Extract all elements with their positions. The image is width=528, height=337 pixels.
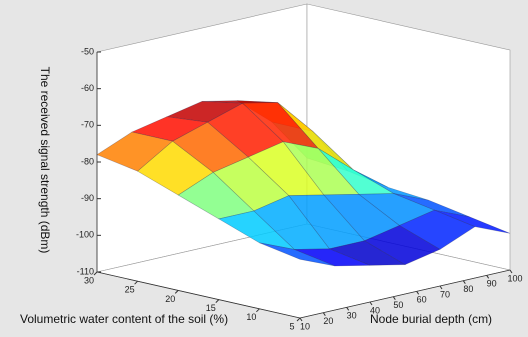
z-tick-label: -70 xyxy=(81,120,94,130)
x-tick-label: 50 xyxy=(393,300,403,310)
surface-patch xyxy=(434,209,511,234)
x-tick-label: 30 xyxy=(347,311,357,321)
y-tick-label: 25 xyxy=(125,285,135,295)
y-tick-label: 20 xyxy=(165,294,175,304)
y-tick xyxy=(256,308,260,313)
x-tick-label: 90 xyxy=(487,279,497,289)
x-tick xyxy=(346,307,350,311)
y-tick-label: 15 xyxy=(206,303,216,313)
z-tick-label: -100 xyxy=(76,230,94,240)
y-tick xyxy=(296,317,301,322)
y-tick xyxy=(174,290,179,294)
x-tick xyxy=(486,275,490,279)
x-tick-label: 20 xyxy=(323,316,333,326)
x-tick xyxy=(416,291,420,295)
z-axis-label: The received signal strength (dBm) xyxy=(38,67,52,254)
y-tick-label: 10 xyxy=(246,312,256,322)
surface-patch xyxy=(96,131,174,172)
z-tick-label: -90 xyxy=(81,193,94,203)
surface-patch xyxy=(131,116,209,142)
x-axis-label: Node burial depth (cm) xyxy=(370,312,492,326)
surface xyxy=(96,100,511,267)
x-tick-label: 70 xyxy=(440,289,450,299)
surface-patch xyxy=(165,101,244,123)
x-tick-label: 60 xyxy=(417,295,427,305)
x-tick xyxy=(392,296,396,300)
surface-patch xyxy=(294,248,371,267)
x-tick xyxy=(322,312,326,316)
x-tick xyxy=(439,285,443,290)
surface-patch xyxy=(253,195,330,250)
z-tick-label: -60 xyxy=(81,83,94,93)
x-tick-label: 80 xyxy=(463,284,473,294)
z-tick-label: -80 xyxy=(81,156,94,166)
y-tick xyxy=(93,271,98,276)
y-axis-label: Volumetric water content of the soil (%) xyxy=(20,312,228,326)
x-tick xyxy=(462,280,466,284)
y-tick-label: 30 xyxy=(84,275,94,285)
x-axis xyxy=(299,269,511,319)
y-axis xyxy=(96,271,301,319)
x-tick-label: 40 xyxy=(370,305,380,315)
surface-patch xyxy=(328,240,407,266)
x-tick xyxy=(299,317,303,322)
x-tick xyxy=(369,301,373,306)
x-tick-label: 10 xyxy=(300,321,310,331)
z-tick-label: -110 xyxy=(77,266,94,276)
x-tick-label: 100 xyxy=(507,273,522,283)
x-tick xyxy=(509,269,513,274)
y-tick xyxy=(134,280,138,285)
y-tick-label: 5 xyxy=(289,321,294,331)
y-tick xyxy=(215,299,220,303)
surface-patch xyxy=(259,242,336,267)
z-tick-label: -50 xyxy=(81,46,94,56)
surface-patch xyxy=(137,140,214,196)
